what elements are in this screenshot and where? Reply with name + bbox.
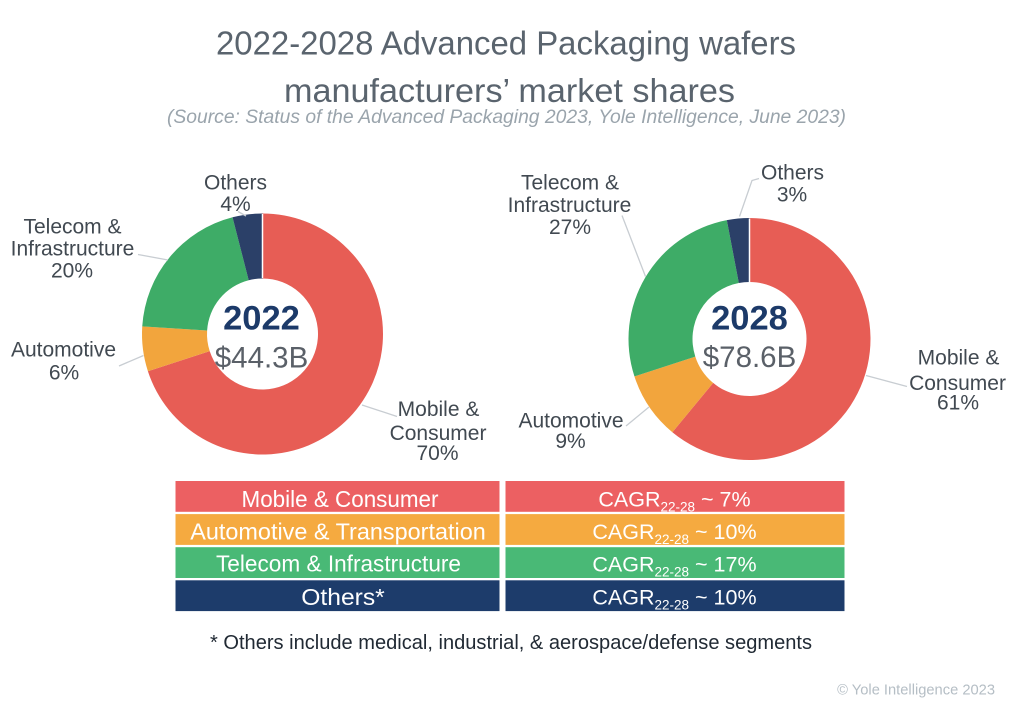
- svg-text:27%: 27%: [549, 216, 591, 239]
- svg-text:Infrastructure: Infrastructure: [508, 194, 632, 217]
- svg-text:CAGR22-28 ~ 17%: CAGR22-28 ~ 17%: [592, 553, 756, 580]
- svg-text:Automotive: Automotive: [518, 410, 623, 433]
- svg-text:Automotive: Automotive: [11, 339, 116, 362]
- svg-text:70%: 70%: [416, 442, 458, 465]
- svg-text:Others*: Others*: [301, 584, 385, 610]
- svg-text:CAGR22-28 ~ 10%: CAGR22-28 ~ 10%: [592, 520, 756, 547]
- svg-text:Others: Others: [204, 172, 267, 195]
- svg-text:Automotive & Transportation: Automotive & Transportation: [190, 519, 486, 545]
- svg-text:Infrastructure: Infrastructure: [11, 238, 135, 261]
- svg-text:CAGR22-28 ~ 10%: CAGR22-28 ~ 10%: [592, 586, 756, 613]
- svg-text:Mobile &: Mobile &: [398, 398, 480, 421]
- svg-text:$44.3B: $44.3B: [215, 342, 309, 375]
- svg-text:* Others include medical, indu: * Others include medical, industrial, & …: [210, 632, 812, 654]
- svg-text:(Source: Status of the Advance: (Source: Status of the Advanced Packagin…: [167, 107, 846, 128]
- svg-text:Telecom &: Telecom &: [521, 172, 619, 195]
- svg-text:Others: Others: [761, 162, 824, 185]
- svg-text:Mobile &: Mobile &: [918, 347, 1000, 370]
- svg-text:Consumer: Consumer: [390, 422, 487, 445]
- svg-text:© Yole Intelligence 2023: © Yole Intelligence 2023: [837, 683, 995, 699]
- svg-text:$78.6B: $78.6B: [703, 341, 797, 374]
- svg-text:Telecom &: Telecom &: [23, 216, 121, 239]
- svg-text:20%: 20%: [51, 260, 93, 283]
- svg-text:2022: 2022: [223, 300, 300, 338]
- svg-text:9%: 9%: [555, 430, 585, 453]
- svg-text:61%: 61%: [937, 392, 979, 415]
- svg-text:2028: 2028: [711, 300, 788, 338]
- svg-text:6%: 6%: [49, 362, 79, 385]
- svg-text:3%: 3%: [777, 184, 807, 207]
- svg-text:Telecom & Infrastructure: Telecom & Infrastructure: [216, 551, 461, 577]
- svg-text:Consumer: Consumer: [909, 372, 1006, 395]
- svg-text:CAGR22-28 ~ 7%: CAGR22-28 ~ 7%: [598, 488, 750, 515]
- svg-text:4%: 4%: [220, 193, 250, 216]
- svg-text:2022-2028 Advanced Packaging w: 2022-2028 Advanced Packaging wafers: [216, 25, 796, 62]
- svg-text:Mobile & Consumer: Mobile & Consumer: [242, 486, 439, 512]
- svg-text:manufacturers’ market shares: manufacturers’ market shares: [284, 72, 735, 109]
